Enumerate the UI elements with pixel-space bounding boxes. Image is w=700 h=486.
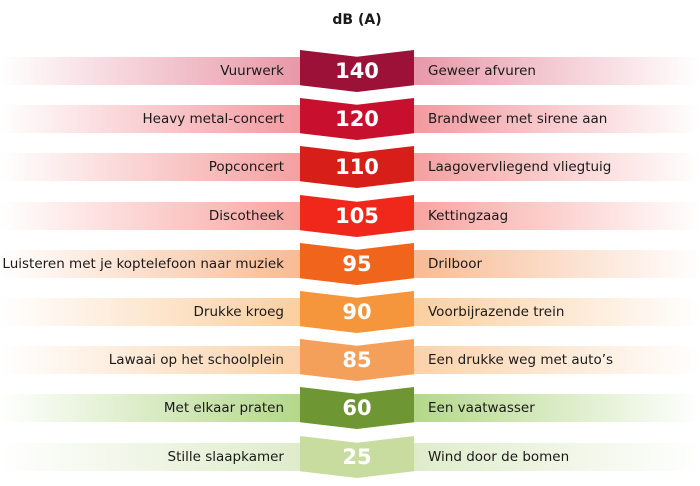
source-label-right: Wind door de bomen (428, 449, 570, 465)
source-label-right: Voorbijrazende trein (428, 304, 565, 320)
source-label-left: Popconcert (208, 159, 284, 175)
source-label-left: Luisteren met je koptelefoon naar muziek (2, 256, 284, 272)
row-band-left (0, 57, 300, 85)
source-label-left: Met elkaar praten (163, 400, 284, 416)
db-chevron (300, 50, 414, 92)
db-value: 95 (342, 252, 372, 276)
row-band-right (414, 443, 700, 471)
db-chevron (300, 436, 414, 478)
row-band-right (414, 394, 700, 422)
row-band-left (0, 105, 300, 133)
db-value: 85 (342, 348, 372, 372)
row-band-left (0, 346, 300, 374)
row-band-right (414, 298, 700, 326)
db-chevron (300, 243, 414, 285)
db-value: 105 (335, 204, 379, 228)
db-chevron (300, 291, 414, 333)
row-band-right (414, 153, 700, 181)
source-label-right: Kettingzaag (428, 208, 509, 224)
source-label-left: Stille slaapkamer (167, 449, 284, 465)
source-label-right: Geweer afvuren (428, 63, 536, 79)
source-label-right: Brandweer met sirene aan (428, 111, 608, 127)
row-band-left (0, 250, 300, 278)
db-chevron (300, 195, 414, 237)
source-label-right: Laagovervliegend vliegtuig (428, 159, 612, 175)
row-band-right (414, 105, 700, 133)
source-label-right: Een drukke weg met auto’s (428, 352, 614, 368)
row-band-left (0, 202, 300, 230)
db-chevron (300, 387, 414, 429)
row-band-left (0, 443, 300, 471)
source-label-left: Lawaai op het schoolplein (108, 352, 284, 368)
row-band-left (0, 153, 300, 181)
source-label-left: Discotheek (208, 208, 284, 224)
row-band-left (0, 298, 300, 326)
source-label-right: Een vaatwasser (428, 400, 535, 416)
row-band-right (414, 250, 700, 278)
row-band-right (414, 202, 700, 230)
row-band-left (0, 394, 300, 422)
source-label-left: Vuurwerk (220, 63, 284, 79)
db-chevron (300, 339, 414, 381)
source-label-left: Drukke kroeg (193, 304, 284, 320)
db-chevron (300, 146, 414, 188)
unit-header: dB (A) (332, 12, 382, 28)
source-label-left: Heavy metal-concert (142, 111, 284, 127)
db-value: 140 (335, 59, 379, 83)
db-chevron (300, 98, 414, 140)
db-value: 110 (335, 155, 379, 179)
row-band-right (414, 57, 700, 85)
source-label-right: Drilboor (428, 256, 483, 272)
db-value: 60 (342, 396, 372, 420)
db-value: 25 (342, 445, 372, 469)
db-value: 120 (335, 107, 379, 131)
db-value: 90 (342, 300, 372, 324)
row-band-right (414, 346, 700, 374)
